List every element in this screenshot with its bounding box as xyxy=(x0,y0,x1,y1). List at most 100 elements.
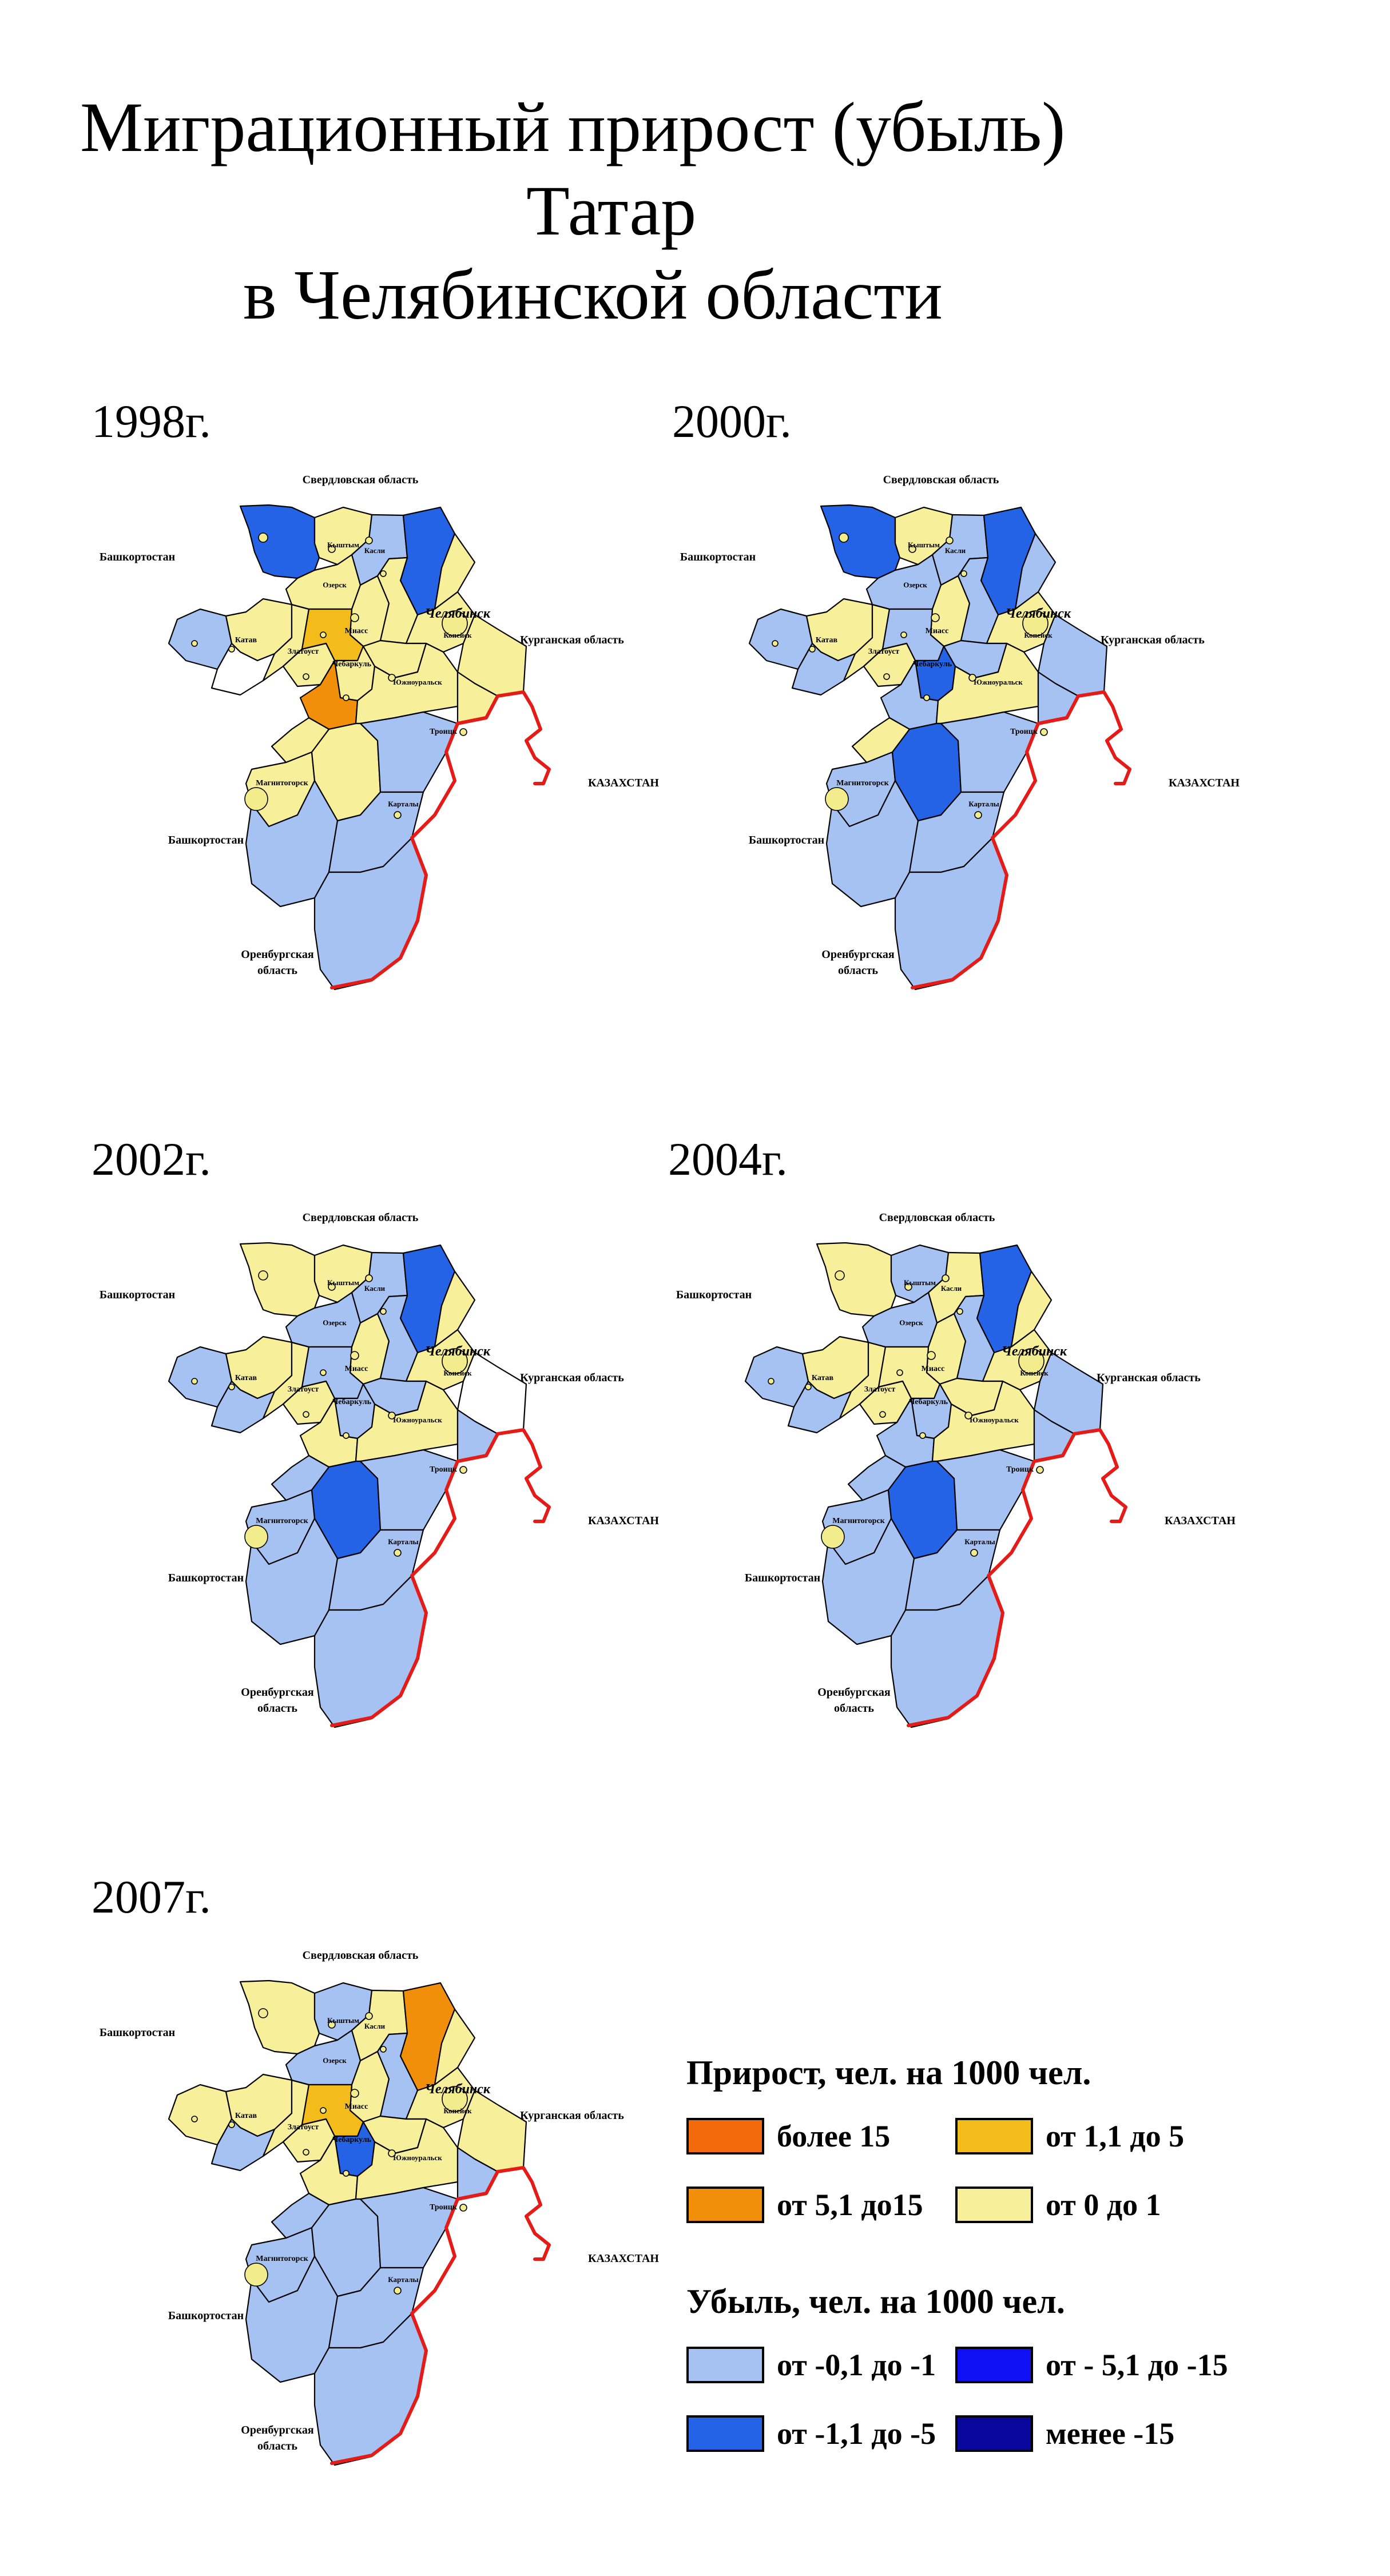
title-line-1: Миграционный прирост (убыль) xyxy=(80,88,1066,166)
legend-swatch xyxy=(686,2415,764,2452)
kazakhstan-border-line xyxy=(330,690,551,989)
city-marker xyxy=(320,2107,327,2114)
map-panel-2007: 2007г. Свердловская область Башкортостан К… xyxy=(86,1870,692,2522)
legend-item-label: более 15 xyxy=(777,2119,891,2153)
legend-item-1-1-to-5: от 1,1 до 5 xyxy=(955,2116,1184,2156)
district-nw xyxy=(239,1979,320,2055)
map-panel-1998: 1998г. Свердловская область Башкортостан К… xyxy=(86,395,692,1047)
city-marker xyxy=(964,1412,972,1420)
map-label-kyshtym: Кыштым xyxy=(908,540,940,549)
map-label-chebarkul: Чебаркуль xyxy=(332,2136,372,2144)
legend-swatch xyxy=(955,2415,1033,2452)
city-marker xyxy=(904,1283,912,1291)
city-marker xyxy=(191,1378,198,1385)
map-label-yuzhnouralsk: Южноуральск xyxy=(974,678,1023,686)
city-marker xyxy=(459,728,467,736)
legend: Прирост, чел. на 1000 чел. более 15 от 1… xyxy=(686,2053,1316,2488)
kazakhstan-border-line xyxy=(911,690,1131,989)
map-label-sverdlovsk: Свердловская область xyxy=(303,1211,419,1224)
legend-item-less-m15: менее -15 xyxy=(955,2414,1174,2454)
city-marker xyxy=(244,787,268,811)
legend-item-label: от 1,1 до 5 xyxy=(1046,2119,1185,2153)
legend-item-label: от -1,1 до -5 xyxy=(777,2416,936,2451)
city-marker xyxy=(365,536,373,544)
map-body: Свердловская область Башкортостан Курганск… xyxy=(680,474,1240,991)
city-marker xyxy=(394,2287,402,2295)
city-marker xyxy=(328,1283,336,1291)
city-marker xyxy=(805,1384,812,1390)
map-label-magnitogorsk: Магнитогорск xyxy=(256,779,308,788)
city-marker xyxy=(191,640,198,647)
city-marker xyxy=(394,1549,402,1557)
legend-swatch xyxy=(686,2118,764,2154)
city-marker xyxy=(839,532,849,543)
city-marker xyxy=(970,1549,978,1557)
district-nw xyxy=(816,1242,897,1317)
city-marker xyxy=(320,1369,327,1376)
map-label-kasli: Касли xyxy=(364,1284,386,1293)
map-label-katav: Катав xyxy=(812,1374,834,1382)
map-label-chelyabinsk: Челябинск xyxy=(1006,606,1071,621)
map-label-orenburg-1: Оренбургская xyxy=(821,948,895,961)
map-label-miass: Миасс xyxy=(345,2102,368,2111)
city-marker xyxy=(394,811,402,819)
map-label-yuzhnouralsk: Южноуральск xyxy=(393,2153,442,2162)
map-body: Свердловская область Башкортостан Курганск… xyxy=(100,1211,659,1728)
map-label-orenburg-2: область xyxy=(257,964,297,977)
legend-item-m5-1-to-m15: от - 5,1 до -15 xyxy=(955,2345,1228,2385)
city-marker xyxy=(380,1308,387,1315)
city-marker xyxy=(442,610,468,637)
city-marker xyxy=(772,640,779,647)
map-label-kyshtym: Кыштым xyxy=(904,1278,936,1287)
city-marker xyxy=(365,2012,373,2020)
map-label-magnitogorsk: Магнитогорск xyxy=(256,1517,308,1525)
map-label-orenburg-2: область xyxy=(834,1702,874,1715)
map-label-bashkortostan: Башкортостан xyxy=(680,551,756,563)
map-label-katav: Катав xyxy=(235,636,257,645)
map-label-chebarkul: Чебаркуль xyxy=(913,660,952,669)
map-label-sverdlovsk: Свердловская область xyxy=(883,474,999,486)
legend-swatch xyxy=(955,2118,1033,2154)
city-marker xyxy=(228,1384,235,1390)
map-label-bashkortostan: Башкортостан xyxy=(676,1289,752,1301)
city-marker xyxy=(343,2170,350,2177)
map-label-troitsk: Троицк xyxy=(430,2203,458,2212)
map-panel-2000: 2000г. Свердловская область Башкортостан К… xyxy=(666,395,1273,1047)
map-label-zlatoust: Златоуст xyxy=(864,1385,896,1394)
map-label-kyshtym: Кыштым xyxy=(327,540,359,549)
map-label-katav: Катав xyxy=(235,1374,257,1382)
city-marker xyxy=(303,673,309,680)
kazakhstan-border-line xyxy=(907,1428,1127,1727)
map-label-orenburg-1: Оренбургская xyxy=(241,948,314,961)
map-label-bashkortostan: Башкортостан xyxy=(100,1289,175,1301)
map-label-kartaly: Карталы xyxy=(968,800,999,808)
map-label-bashkortostan: Башкортостан xyxy=(168,1572,244,1584)
city-marker xyxy=(388,2149,396,2157)
map-label-kasli: Касли xyxy=(941,1284,962,1293)
city-marker xyxy=(365,1274,373,1282)
city-marker xyxy=(459,1466,467,1474)
map-label-katav: Катав xyxy=(235,2112,257,2120)
map-label-kopeysk: Копейск xyxy=(1020,1369,1049,1377)
map-label-magnitogorsk: Магнитогорск xyxy=(836,779,889,788)
map-label-chelyabinsk: Челябинск xyxy=(425,1344,491,1359)
map-year-label: 1998г. xyxy=(92,395,211,447)
map-label-ozersk: Озерск xyxy=(903,581,927,589)
map-year-label: 2004г. xyxy=(668,1133,788,1185)
district-ne2 xyxy=(434,532,476,610)
city-marker xyxy=(900,631,907,638)
map-label-kopeysk: Копейск xyxy=(443,2106,472,2115)
map-label-ozersk: Озерск xyxy=(323,2056,347,2065)
map-label-zlatoust: Златоуст xyxy=(288,647,319,656)
map-label-bashkortostan: Башкортостан xyxy=(749,834,824,846)
city-marker xyxy=(809,646,816,653)
map-label-yuzhnouralsk: Южноуральск xyxy=(393,678,442,686)
map-label-kyshtym: Кыштым xyxy=(327,1278,359,1287)
city-marker xyxy=(191,2116,198,2122)
map-panel-2004: 2004г. Свердловская область Башкортостан К… xyxy=(662,1132,1269,1784)
legend-item-more-15: более 15 xyxy=(686,2116,890,2156)
city-marker xyxy=(1018,1348,1045,1374)
city-marker xyxy=(931,613,940,622)
map-label-orenburg-1: Оренбургская xyxy=(817,1686,891,1699)
city-marker xyxy=(768,1378,775,1385)
